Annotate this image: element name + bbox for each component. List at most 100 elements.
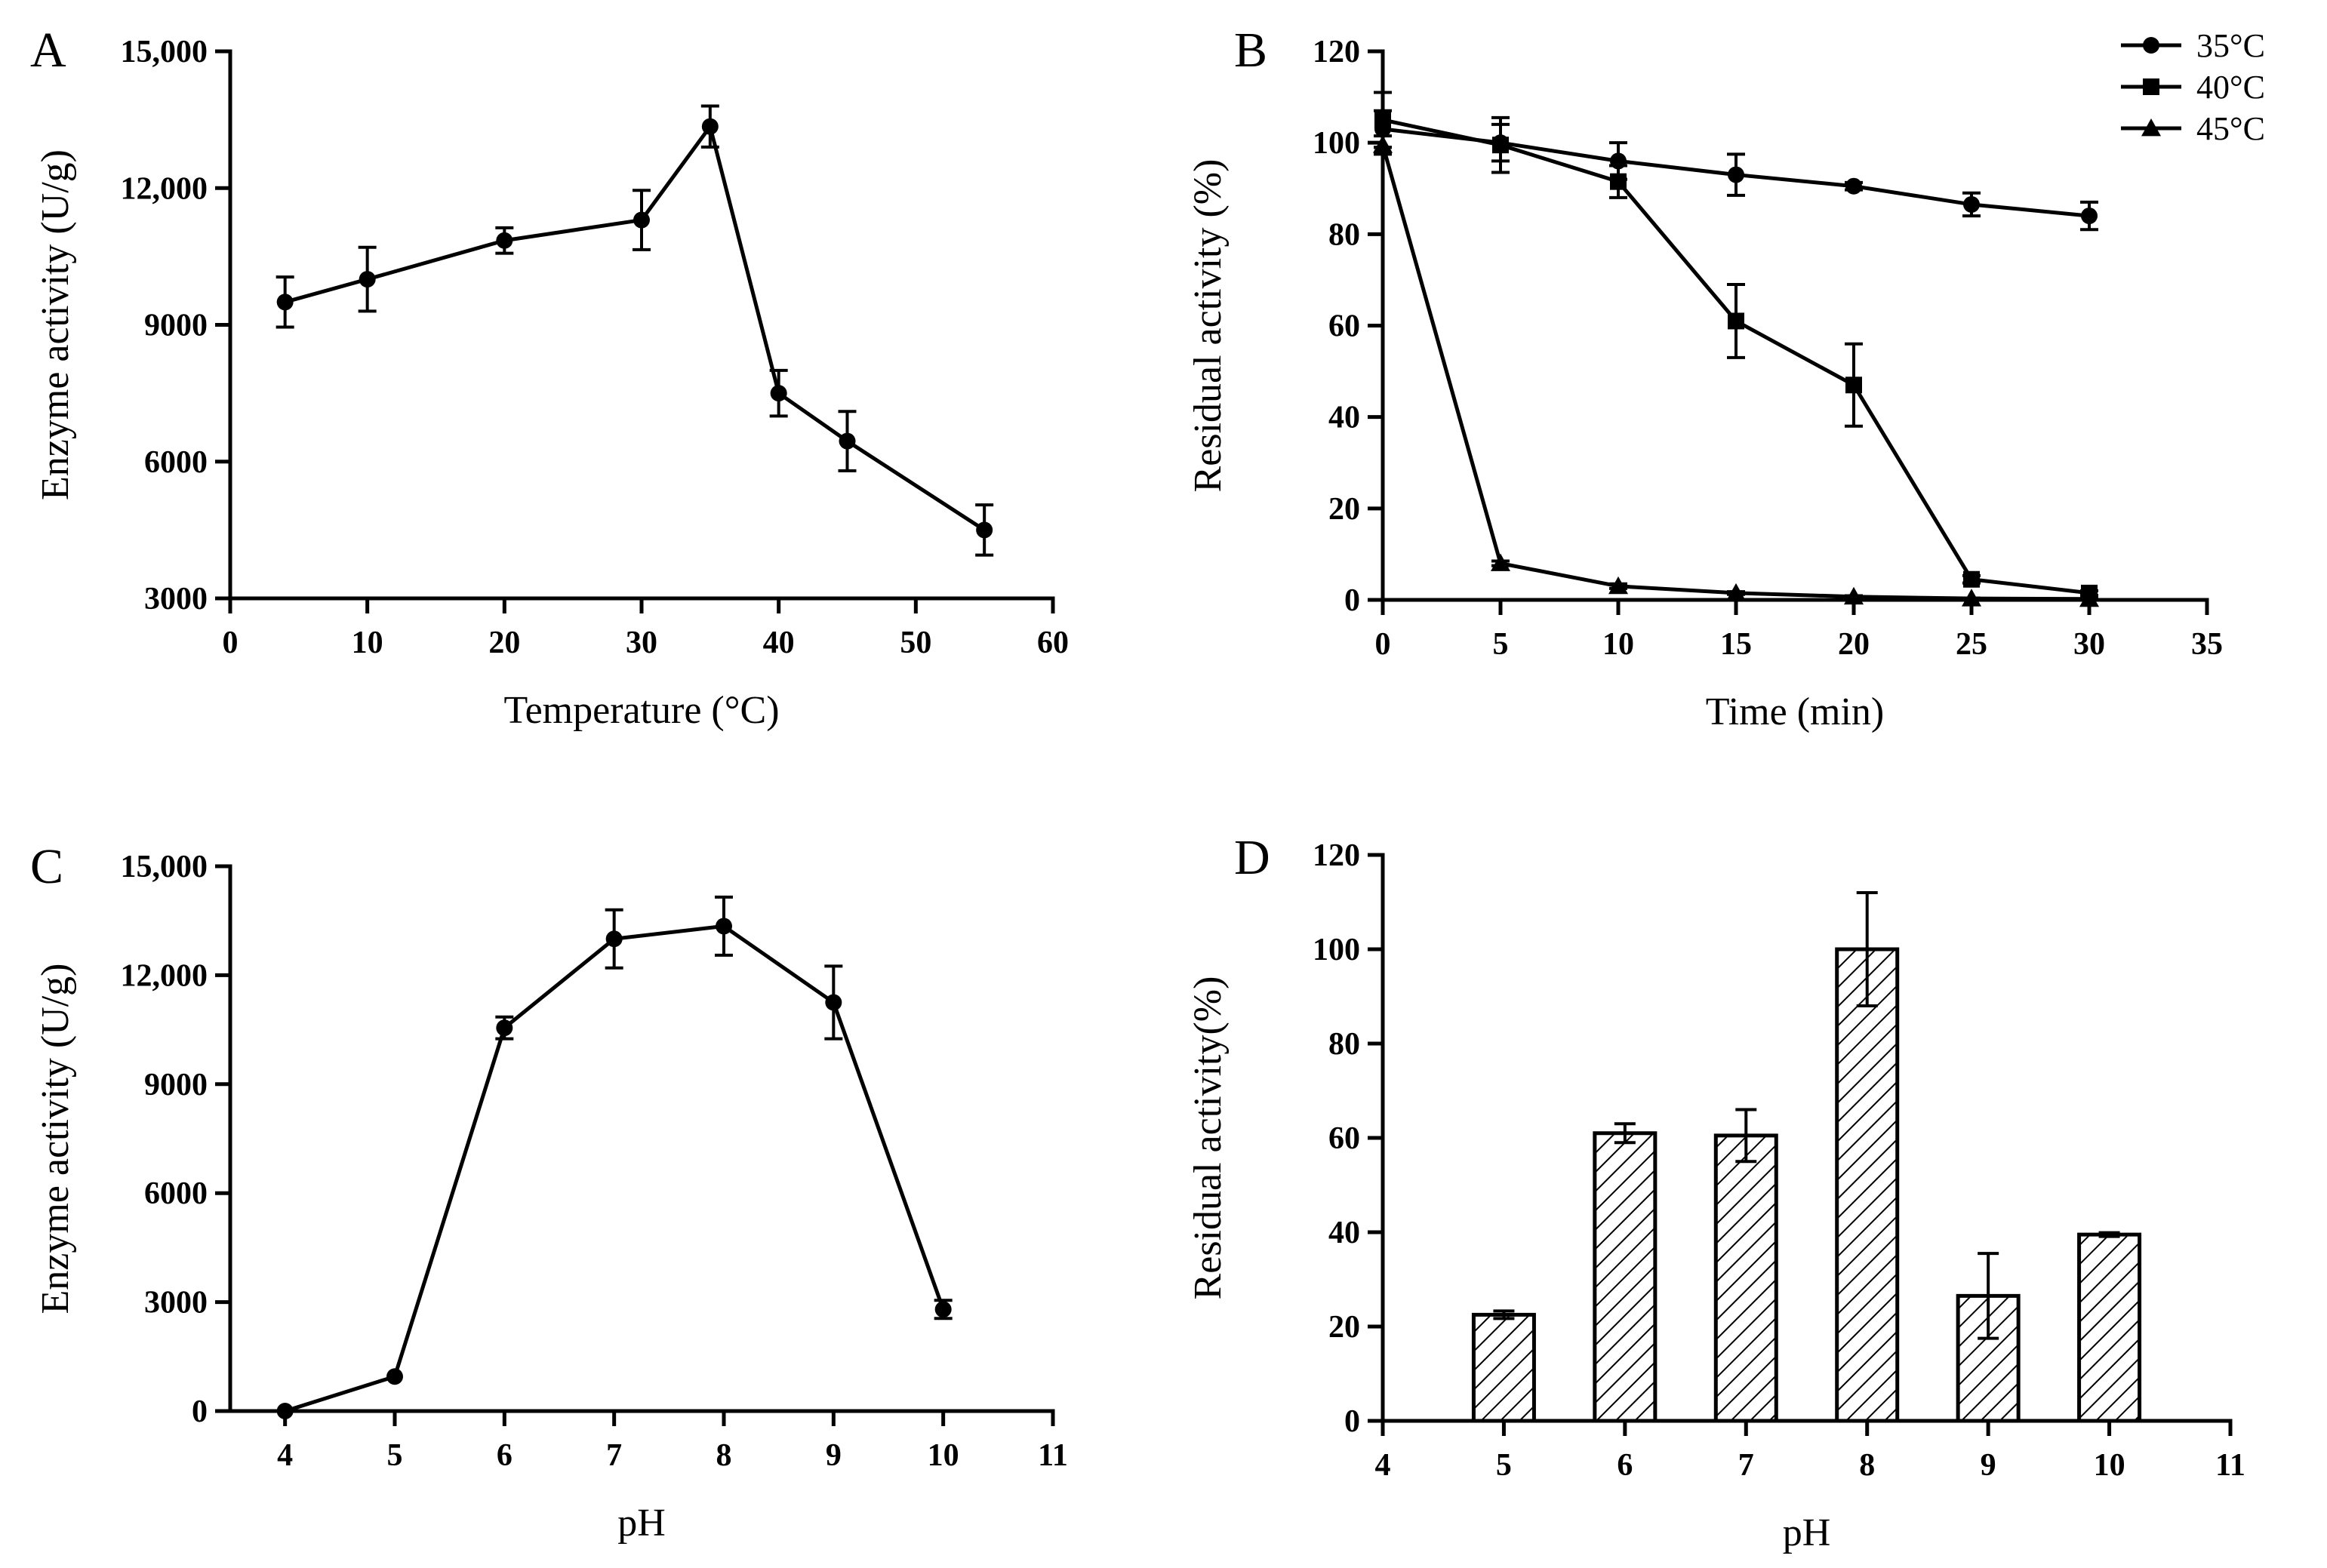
data-point [276, 294, 294, 311]
series-45°C [1373, 134, 2099, 607]
x-tick-label: 5 [1496, 1448, 1512, 1483]
y-tick-label: 0 [1344, 583, 1360, 618]
y-tick-label: 60 [1328, 1121, 1360, 1156]
x-tick-label: 9 [826, 1438, 842, 1473]
data-point [1728, 312, 1744, 330]
y-tick-label: 15,000 [121, 850, 208, 884]
x-tick-label: 9 [1981, 1448, 1996, 1483]
data-point [1610, 173, 1627, 190]
data-point [1492, 137, 1509, 154]
x-tick-label: 0 [223, 626, 239, 660]
y-tick-label: 6000 [144, 1176, 208, 1211]
panel-a: A 0 10 20 30 40 50 60 3000 6000 9000 12,000 15,000 Te… [30, 23, 1069, 732]
y-tick-label: 120 [1313, 35, 1360, 69]
x-tick-label: 5 [1493, 627, 1509, 662]
series-Enzyme activity [276, 895, 953, 1419]
data-point [1845, 177, 1862, 195]
x-tick-label: 6 [497, 1438, 512, 1473]
x-tick-label: 8 [1859, 1448, 1875, 1483]
data-point [1491, 553, 1510, 571]
y-tick-label: 80 [1328, 217, 1360, 252]
x-tick-label: 11 [2215, 1448, 2245, 1483]
y-tick-label: 40 [1328, 401, 1360, 435]
panel-d: D 4 5 6 7 8 9 10 11 0 20 40 60 80 100 120 pH Residual act… [1187, 830, 2245, 1554]
data-point [1845, 377, 1862, 394]
data-point [1844, 586, 1864, 605]
x-tick-label: 4 [1375, 1448, 1391, 1483]
data-point [825, 994, 842, 1011]
data-point [701, 118, 719, 135]
bar-group [1471, 1309, 1536, 1423]
x-tick-label: 30 [626, 626, 657, 660]
x-tick-label: 8 [716, 1438, 732, 1473]
data-point [276, 1403, 294, 1419]
y-axis-title: Enzyme activity (U/g) [34, 964, 77, 1314]
x-tick-label: 40 [763, 626, 795, 660]
x-tick-label: 11 [1038, 1438, 1068, 1473]
y-axis-title: Residual activity (%) [1187, 159, 1230, 493]
y-tick-label: 80 [1328, 1027, 1360, 1062]
x-tick-label: 6 [1617, 1448, 1633, 1483]
y-tick-label: 0 [1344, 1404, 1360, 1439]
series-Enzyme activity [275, 104, 994, 557]
y-tick-label: 12,000 [121, 958, 208, 993]
x-tick-label: 10 [2094, 1448, 2125, 1483]
x-tick-label: 35 [2191, 627, 2223, 662]
y-tick-label: 100 [1313, 933, 1360, 967]
bar-group [1593, 1122, 1658, 1423]
data-point [770, 385, 787, 402]
x-tick-label: 7 [1738, 1448, 1754, 1483]
x-tick-label: 10 [1602, 627, 1634, 662]
legend-entry: 35°C [2121, 27, 2265, 64]
data-point [1728, 166, 1744, 183]
x-tick-label: 15 [1720, 627, 1752, 662]
y-tick-label: 120 [1313, 838, 1360, 873]
data-point [605, 930, 623, 948]
y-tick-label: 100 [1313, 126, 1360, 161]
bar [1835, 947, 1900, 1423]
data-point [976, 521, 993, 539]
data-point [716, 918, 732, 935]
y-axis-title: Residual activity(%) [1187, 976, 1230, 1300]
data-point [2079, 589, 2099, 607]
data-point [1726, 583, 1746, 601]
y-tick-label: 20 [1328, 492, 1360, 527]
y-tick-label: 20 [1328, 1310, 1360, 1345]
x-tick-label: 30 [2073, 627, 2105, 662]
bar-group [2077, 1231, 2142, 1423]
x-tick-label: 10 [928, 1438, 959, 1473]
data-point [1374, 111, 1391, 128]
bar [1471, 1312, 1536, 1423]
panel-letter: A [30, 23, 66, 78]
legend-marker [2143, 37, 2159, 54]
x-axis-title: pH [617, 1502, 666, 1545]
data-point [839, 432, 856, 450]
y-axis-title: Enzyme activity (U/g) [34, 149, 77, 500]
x-tick-label: 20 [1838, 627, 1870, 662]
panel-letter: B [1234, 23, 1267, 78]
x-tick-label: 20 [488, 626, 520, 660]
data-point [934, 1301, 952, 1318]
bar-group [1956, 1252, 2021, 1423]
y-tick-label: 60 [1328, 309, 1360, 344]
y-tick-label: 3000 [144, 1286, 208, 1321]
x-axis-title: Time (min) [1706, 690, 1884, 733]
data-point [1608, 576, 1628, 595]
legend-label: 35°C [2196, 27, 2265, 64]
y-tick-label: 9000 [144, 1068, 208, 1102]
legend-entry: 40°C [2121, 69, 2265, 106]
x-tick-label: 0 [1375, 627, 1391, 662]
legend-entry: 45°C [2121, 110, 2265, 147]
data-point [1963, 195, 1980, 213]
y-tick-label: 15,000 [121, 35, 208, 69]
x-tick-label: 10 [352, 626, 383, 660]
bar-group [1713, 1108, 1778, 1423]
legend-label: 45°C [2196, 110, 2265, 147]
bar [2077, 1232, 2142, 1423]
x-tick-label: 60 [1037, 626, 1069, 660]
data-point [1962, 589, 1981, 607]
series-line [284, 125, 986, 532]
y-tick-label: 40 [1328, 1216, 1360, 1250]
x-axis-title: pH [1783, 1511, 1831, 1554]
